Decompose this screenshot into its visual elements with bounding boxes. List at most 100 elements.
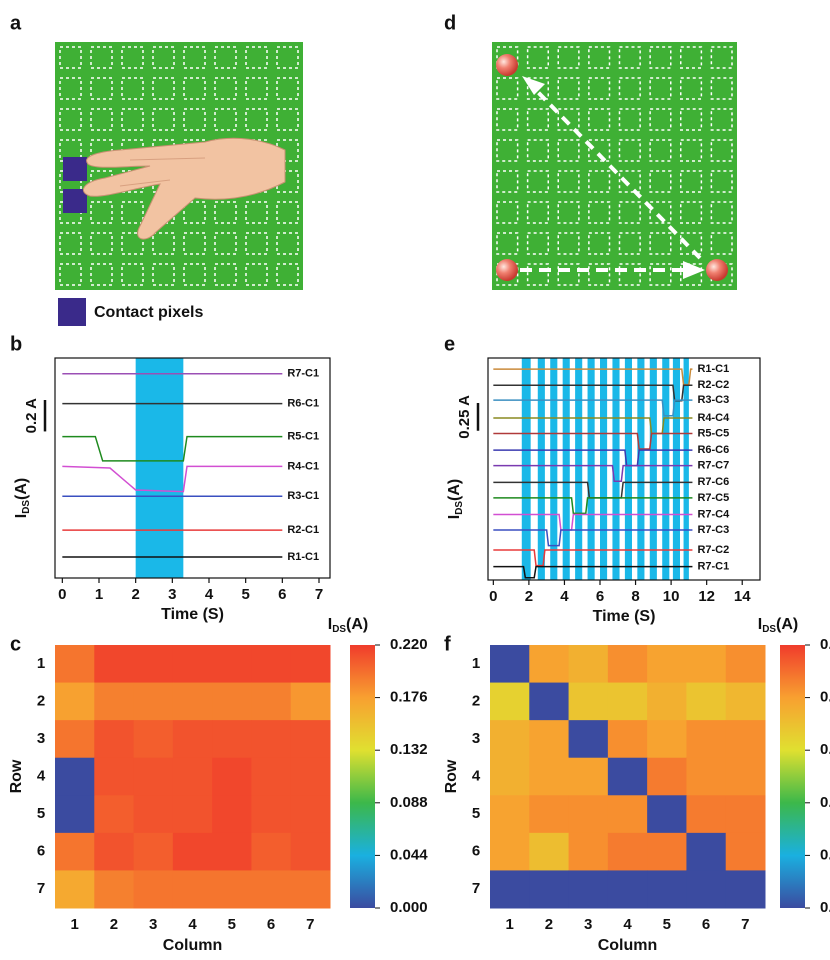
series-label: R1-C1 xyxy=(287,551,319,563)
x-tick-label: 10 xyxy=(663,588,680,605)
x-tick-label: 14 xyxy=(734,588,751,605)
heatmap-cell xyxy=(291,758,331,796)
heatmap-cell xyxy=(686,683,726,721)
x-tick-label: 0 xyxy=(489,588,497,605)
y-tick-label: 6 xyxy=(37,843,45,860)
colorbar-tick-label: 0.000 xyxy=(390,899,428,916)
heatmap-cell xyxy=(134,645,174,683)
legend-text: Contact pixels xyxy=(94,304,203,321)
heatmap-cell xyxy=(212,683,252,721)
heatmap-cell xyxy=(726,758,766,796)
series-label: R5-C1 xyxy=(287,430,319,442)
heatmap-cell xyxy=(686,758,726,796)
heatmap-cell xyxy=(94,795,134,833)
y-tick-label: 7 xyxy=(472,880,480,897)
heatmap-cell xyxy=(134,870,174,908)
heatmap-cell xyxy=(55,683,95,721)
colorbar-tick-label: 0.192 xyxy=(820,689,830,706)
x-axis-label: Column xyxy=(163,937,223,954)
heatmap-cell xyxy=(173,833,213,871)
heatmap-cell xyxy=(212,795,252,833)
heatmap-cell xyxy=(490,683,530,721)
heatmap-cell xyxy=(55,758,95,796)
panel-label: a xyxy=(10,12,22,34)
highlight-band xyxy=(538,358,545,580)
x-tick-label: 3 xyxy=(149,916,157,933)
heatmap-cell xyxy=(291,833,331,871)
axis-label: IDS(A) xyxy=(758,616,798,634)
x-tick-label: 8 xyxy=(631,588,639,605)
heatmap-cell xyxy=(94,645,134,683)
x-tick-label: 2 xyxy=(131,586,139,603)
highlight-band xyxy=(575,358,582,580)
heatmap-cell xyxy=(134,795,174,833)
heatmap-cell xyxy=(55,870,95,908)
label-unit: (A) xyxy=(446,479,463,501)
ball xyxy=(496,54,518,76)
heatmap-cell xyxy=(686,870,726,908)
heatmap-cell xyxy=(647,758,687,796)
heatmap-cell xyxy=(608,870,648,908)
x-tick-label: 1 xyxy=(70,916,78,933)
figure: a b c d e f Contact pixels R7-C1R6-C1R5-… xyxy=(0,0,830,960)
colorbar-tick-label: 0.144 xyxy=(820,741,830,758)
heatmap-cell xyxy=(55,833,95,871)
axis-label: IDS(A) xyxy=(328,616,368,634)
label-subscript: DS xyxy=(332,624,346,635)
y-tick-label: 5 xyxy=(37,805,45,822)
x-tick-label: 0 xyxy=(58,586,66,603)
y-tick-label: 4 xyxy=(472,767,481,784)
series-label: R7-C3 xyxy=(697,524,729,536)
colorbar-tick-label: 0.044 xyxy=(390,846,428,863)
axis-label: IDS(A) xyxy=(13,478,31,518)
y-tick-label: 1 xyxy=(37,655,45,672)
series-label: R7-C6 xyxy=(697,476,729,488)
ball xyxy=(496,259,518,281)
highlight-band xyxy=(625,358,632,580)
heatmap-cell xyxy=(686,645,726,683)
x-axis-label: Time (S) xyxy=(161,606,224,623)
heatmap-cell xyxy=(94,758,134,796)
x-axis-label: Time (S) xyxy=(593,608,656,625)
y-axis-label: Row xyxy=(8,759,25,793)
scale-bar-label: 0.2 A xyxy=(23,398,40,433)
heatmap-cell xyxy=(647,870,687,908)
heatmap-cell xyxy=(529,795,569,833)
colorbar-tick-label: 0.048 xyxy=(820,846,830,863)
highlight-band xyxy=(563,358,570,580)
heatmap-cell xyxy=(608,758,648,796)
heatmap-cell xyxy=(251,720,291,758)
heatmap-cell xyxy=(529,645,569,683)
heatmap-cell xyxy=(726,870,766,908)
series-label: R4-C4 xyxy=(697,412,730,424)
heatmap-cell xyxy=(529,758,569,796)
contact-pixel xyxy=(63,189,87,213)
axis-label: IDS(A) xyxy=(446,479,464,519)
label-unit: (A) xyxy=(13,478,30,500)
heatmap-cell xyxy=(726,833,766,871)
x-tick-label: 6 xyxy=(596,588,604,605)
colorbar-tick-label: 0.176 xyxy=(390,689,428,706)
heatmap-cell xyxy=(251,645,291,683)
heatmap-cell xyxy=(490,645,530,683)
colorbar-tick-label: 0.000 xyxy=(820,899,830,916)
heatmap-cell xyxy=(55,795,95,833)
heatmap-cell xyxy=(569,720,609,758)
heatmap-cell xyxy=(173,645,213,683)
panel-label: b xyxy=(10,333,22,355)
heatmap-cell xyxy=(212,758,252,796)
x-tick-label: 4 xyxy=(623,916,632,933)
heatmap-cell xyxy=(291,645,331,683)
y-tick-label: 7 xyxy=(37,880,45,897)
series-label: R7-C4 xyxy=(697,508,730,520)
series-label: R7-C1 xyxy=(697,561,729,573)
heatmap-cell xyxy=(529,683,569,721)
heatmap-cell xyxy=(94,870,134,908)
heatmap-cell xyxy=(529,720,569,758)
x-tick-label: 6 xyxy=(267,916,275,933)
heatmap-cell xyxy=(173,758,213,796)
series-label: R7-C2 xyxy=(697,544,729,556)
x-tick-label: 1 xyxy=(95,586,103,603)
y-tick-label: 3 xyxy=(472,730,480,747)
heatmap-cell xyxy=(726,720,766,758)
